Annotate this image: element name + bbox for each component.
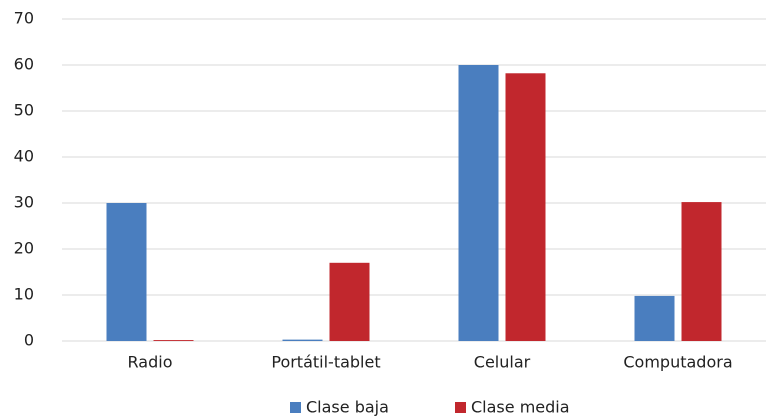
bar bbox=[329, 262, 370, 341]
bar bbox=[282, 339, 323, 341]
legend-label: Clase media bbox=[471, 398, 570, 417]
bar bbox=[458, 65, 499, 341]
bar bbox=[106, 203, 147, 341]
legend-swatch bbox=[290, 402, 301, 413]
bar bbox=[153, 340, 194, 341]
x-tick-label: Computadora bbox=[623, 353, 732, 372]
y-tick-label: 0 bbox=[24, 331, 34, 350]
y-tick-label: 50 bbox=[14, 101, 34, 120]
y-tick-label: 70 bbox=[14, 9, 34, 28]
y-tick-label: 20 bbox=[14, 239, 34, 258]
bar bbox=[681, 202, 722, 341]
bar bbox=[505, 73, 546, 341]
y-tick-label: 10 bbox=[14, 285, 34, 304]
x-tick-label: Radio bbox=[128, 353, 173, 372]
legend-swatch bbox=[455, 402, 466, 413]
x-tick-label: Celular bbox=[474, 353, 531, 372]
bar bbox=[634, 295, 675, 341]
y-tick-label: 60 bbox=[14, 55, 34, 74]
legend-label: Clase baja bbox=[306, 398, 389, 417]
y-tick-label: 30 bbox=[14, 193, 34, 212]
y-tick-label: 40 bbox=[14, 147, 34, 166]
x-tick-label: Portátil-tablet bbox=[271, 353, 380, 372]
